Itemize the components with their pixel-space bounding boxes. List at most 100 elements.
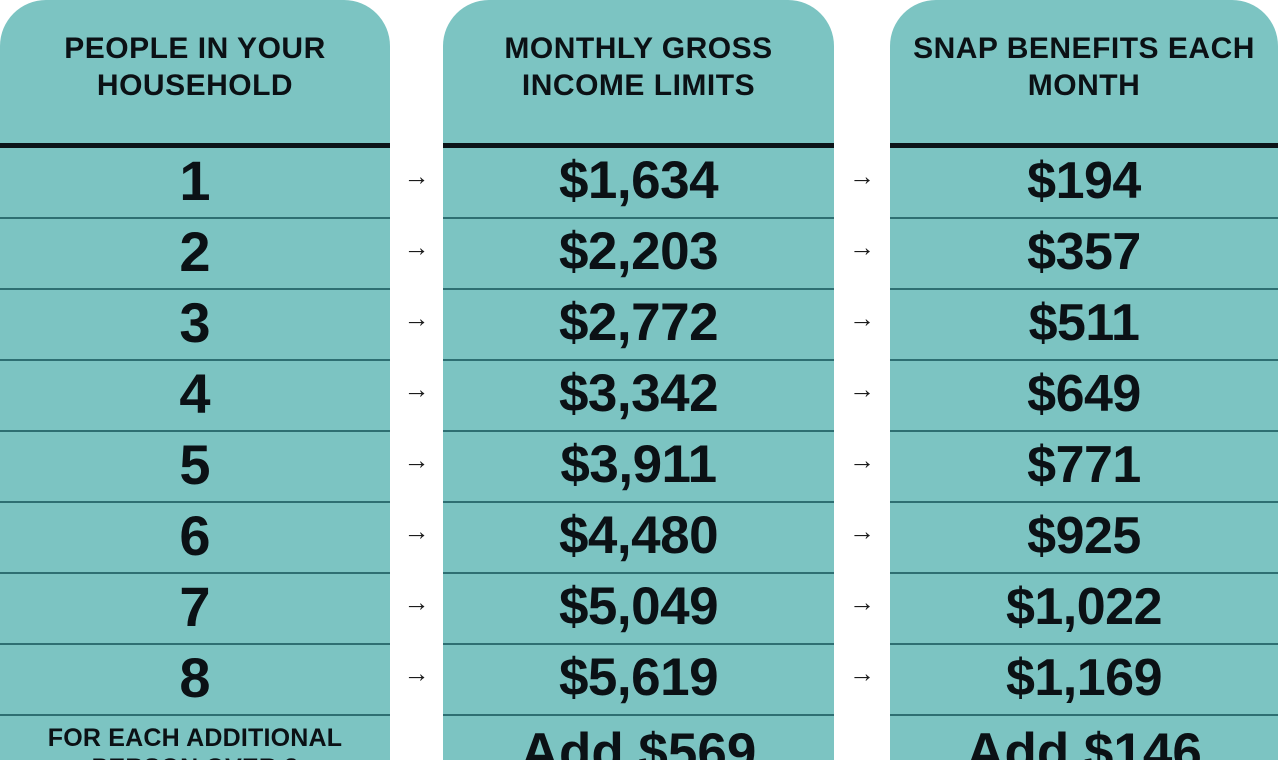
column-income-limits: MONTHLY GROSS INCOME LIMITS $1,634 $2,20… [443,0,834,760]
arrow-glyph: → [403,444,430,475]
arrow-glyph: → [403,160,430,191]
benefit-amount-value: $194 [1027,151,1141,210]
table-row: $1,022 [890,574,1278,645]
table-row: 4 [0,361,390,432]
footer-household-line1: FOR EACH ADDITIONAL [47,724,343,752]
arrow-glyph: → [849,231,875,262]
column-header-household-label: PEOPLE IN YOUR HOUSEHOLD [64,31,326,102]
arrow-glyph: → [849,515,875,546]
arrow-right-icon: → [390,285,443,356]
table-row: 8 [0,645,390,716]
arrow-glyph: → [403,231,430,262]
arrow-right-icon: → [834,427,890,498]
benefit-amount-value: $925 [1027,506,1141,565]
arrow-glyph: → [849,160,875,191]
footer-household-line2: PERSON OVER 8 [48,754,343,760]
arrow-glyph: → [403,373,430,404]
column-header-income: MONTHLY GROSS INCOME LIMITS [443,0,834,143]
arrow-glyph: → [849,373,875,404]
table-row: 1 [0,148,390,219]
table-row: $194 [890,148,1278,219]
table-row-footer: FOR EACH ADDITIONAL PERSON OVER 8 [0,716,390,760]
benefit-amount-value: $1,022 [1005,577,1163,636]
table-row: $5,619 [443,645,834,716]
household-size-value: 3 [179,290,211,354]
table-row: $771 [890,432,1278,503]
income-limit-value: $3,911 [560,435,717,494]
arrow-right-icon: → [834,214,890,285]
household-size-value: 6 [179,503,211,567]
household-size-value: 8 [179,645,211,709]
column-header-household: PEOPLE IN YOUR HOUSEHOLD [0,0,390,143]
table-row: $649 [890,361,1278,432]
column-snap-benefits: SNAP BENEFITS EACH MONTH $194 $357 $511 … [890,0,1278,760]
income-limit-value: $5,049 [558,577,719,636]
arrow-right-icon: → [390,143,443,214]
arrow-right-icon: → [834,498,890,569]
footer-benefit-value: Add $146 [966,723,1202,760]
table-row: $5,049 [443,574,834,645]
arrow-gutter-right: → → → → → → → → [834,143,890,760]
arrow-right-icon: → [390,214,443,285]
income-limit-value: $2,772 [558,293,719,352]
arrow-right-icon: → [390,569,443,640]
table-row: $925 [890,503,1278,574]
income-limit-value: $2,203 [558,222,719,281]
arrow-glyph: → [403,515,430,546]
arrow-right-icon: → [834,143,890,214]
column-household: PEOPLE IN YOUR HOUSEHOLD 1 2 3 4 5 6 7 [0,0,390,760]
table-row: $511 [890,290,1278,361]
household-size-value: 7 [179,574,211,638]
arrow-glyph: → [403,586,430,617]
benefit-amount-value: $649 [1027,364,1141,423]
arrow-right-icon: → [834,285,890,356]
table-row: $3,342 [443,361,834,432]
column-body-benefit: $194 $357 $511 $649 $771 $925 $1,022 $1,… [890,143,1278,760]
table-row: 6 [0,503,390,574]
table-row: $357 [890,219,1278,290]
income-limit-value: $3,342 [558,364,719,423]
arrow-right-icon: → [834,640,890,711]
arrow-glyph: → [849,586,875,617]
benefit-amount-value: $1,169 [1005,648,1163,707]
column-header-benefit-label: SNAP BENEFITS EACH MONTH [913,31,1255,102]
table-row: 2 [0,219,390,290]
arrow-right-icon: → [390,427,443,498]
income-limit-value: $5,619 [558,648,719,707]
income-limit-value: $1,634 [558,151,719,210]
arrow-glyph: → [849,302,875,333]
household-size-value: 2 [179,219,211,283]
table-row: $1,634 [443,148,834,219]
table-row: $4,480 [443,503,834,574]
arrow-right-icon: → [390,498,443,569]
benefit-amount-value: $511 [1028,293,1140,352]
table-row: 7 [0,574,390,645]
table-row: 5 [0,432,390,503]
table-row: 3 [0,290,390,361]
household-size-value: 4 [179,361,211,425]
arrow-right-icon: → [834,356,890,427]
benefit-amount-value: $357 [1027,222,1141,281]
table-row-footer: Add $569 [443,716,834,760]
arrow-right-icon: → [390,356,443,427]
income-limit-value: $4,480 [558,506,719,565]
footer-household-label: FOR EACH ADDITIONAL PERSON OVER 8 [48,724,343,760]
household-size-value: 1 [179,148,211,212]
column-header-benefit: SNAP BENEFITS EACH MONTH [890,0,1278,143]
arrow-gutter-left: → → → → → → → → [390,143,443,760]
table-row: $2,203 [443,219,834,290]
arrow-glyph: → [403,302,430,333]
table-row-footer: Add $146 [890,716,1278,760]
benefit-amount-value: $771 [1027,435,1141,494]
arrow-right-icon: → [834,569,890,640]
arrow-glyph: → [403,657,430,688]
table-row: $3,911 [443,432,834,503]
arrow-glyph: → [849,657,875,688]
column-header-income-label: MONTHLY GROSS INCOME LIMITS [504,31,773,102]
column-body-income: $1,634 $2,203 $2,772 $3,342 $3,911 $4,48… [443,143,834,760]
arrow-right-icon: → [390,640,443,711]
table-row: $2,772 [443,290,834,361]
household-size-value: 5 [179,432,211,496]
footer-income-value: Add $569 [520,723,757,760]
